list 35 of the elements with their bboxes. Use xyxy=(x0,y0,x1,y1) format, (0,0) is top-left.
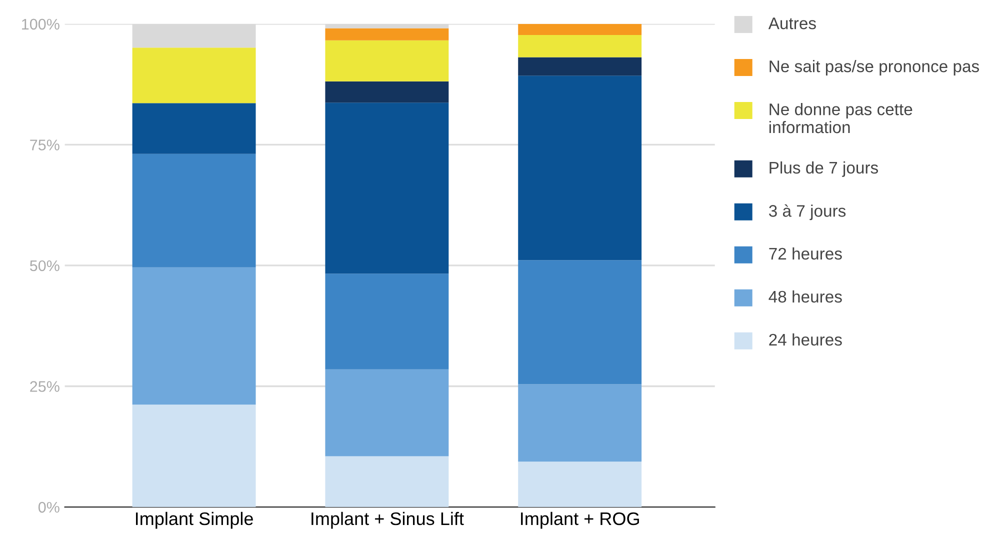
bar xyxy=(518,35,642,58)
legend-label: 24 heures xyxy=(769,333,842,346)
bar xyxy=(325,274,449,370)
y-tick-label: 100% xyxy=(22,18,60,30)
legend-label: Autres xyxy=(768,18,816,30)
x-tick-label: Implant Simple xyxy=(136,512,253,529)
legend-label: Ne sait pas/se prononce pas xyxy=(770,60,979,76)
bar xyxy=(325,28,449,40)
bar xyxy=(518,76,642,260)
y-tick-label: 0% xyxy=(38,502,60,513)
bar xyxy=(518,462,642,508)
legend-label: Plus de 7 jours xyxy=(770,161,878,177)
bar xyxy=(132,103,256,154)
bar xyxy=(518,57,642,76)
bar xyxy=(518,24,642,36)
bar xyxy=(518,384,642,462)
bar xyxy=(518,260,642,384)
x-tick-label: Implant + Sinus Lift xyxy=(312,512,464,529)
bar xyxy=(325,456,449,508)
legend-label: 3 à 7 jours xyxy=(768,204,846,220)
bar xyxy=(132,48,256,104)
x-tick-label: Implant + ROG xyxy=(521,512,639,529)
legend-label: 72 heures xyxy=(769,247,842,260)
bar xyxy=(325,102,449,274)
bar xyxy=(132,154,256,268)
legend-label: 48 heures xyxy=(768,290,842,303)
bar xyxy=(132,404,256,508)
bar xyxy=(325,40,449,82)
bar xyxy=(325,81,449,103)
legend-label: Ne donne pas cette information xyxy=(769,103,912,134)
y-tick-label: 50% xyxy=(30,260,60,272)
bar xyxy=(325,369,449,456)
y-tick-label: 25% xyxy=(30,381,60,392)
bar xyxy=(132,267,256,405)
y-tick-label: 75% xyxy=(30,140,60,150)
